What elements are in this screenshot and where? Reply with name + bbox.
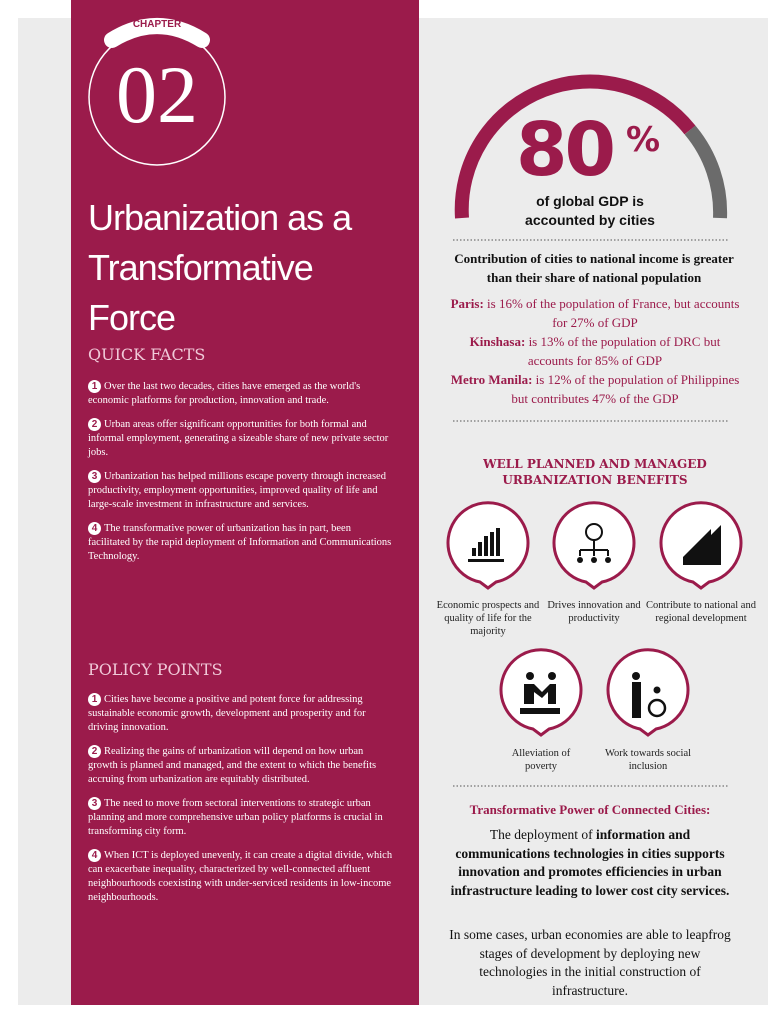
gauge-rest — [684, 125, 728, 219]
example-text: is 12% of the population of Philippines … — [511, 372, 740, 406]
connected-body: In some cases, urban economies are able … — [449, 927, 731, 998]
item-number: 2 — [88, 745, 101, 758]
section-heading: POLICY POINTS — [88, 660, 223, 679]
benefit-label: Alleviation of poverty — [511, 748, 571, 772]
dividers — [453, 239, 728, 787]
list-item: 1 Over the last two decades, cities have … — [88, 380, 393, 408]
example: Kinshasa: is 13% of the population of DR… — [450, 332, 740, 370]
chapter-number: 02 — [116, 49, 198, 140]
chapter-label: CHAPTER — [132, 19, 182, 30]
item-number: 3 — [88, 797, 101, 810]
lead-bold: information and communications technolog… — [450, 827, 730, 898]
lead-plain: The deployment of — [489, 827, 593, 842]
icons — [468, 523, 721, 718]
item-number: 1 — [88, 693, 101, 706]
gdp-caption: of global GDP is accounted by cities — [525, 193, 655, 228]
example-city: Paris: — [450, 296, 484, 311]
title-line: Urbanization as a — [88, 197, 352, 238]
example-text: is 16% of the population of France, but … — [487, 296, 740, 330]
list-item: 3 Urbanization has helped millions escape… — [88, 470, 393, 512]
list-item: 4 The transformative power of urbanizatio… — [88, 522, 393, 564]
list-item: 3 The need to move from sectoral interven… — [88, 797, 393, 839]
example-city: Kinshasa: — [469, 334, 526, 349]
benefits-heading: WELL PLANNED AND MANAGED URBANIZATION BE… — [483, 457, 707, 487]
contribution-heading: Contribution of cities to national incom… — [454, 251, 734, 285]
title-line: Transformative Force — [88, 247, 314, 338]
item-number: 4 — [88, 522, 101, 535]
example-city: Metro Manila: — [450, 372, 533, 387]
item-number: 3 — [88, 470, 101, 483]
connected-lead: The deployment of information and commun… — [445, 826, 735, 900]
item-number: 2 — [88, 418, 101, 431]
benefit-label: Contribute to national and regional deve… — [646, 600, 756, 624]
item-text: Cities have become a positive and potent… — [88, 694, 366, 733]
gauge-arc — [454, 74, 696, 219]
item-number: 4 — [88, 849, 101, 862]
item-text: Realizing the gains of urbanization will… — [88, 746, 377, 785]
item-text: The need to move from sectoral intervent… — [88, 798, 383, 837]
example: Paris: is 16% of the population of Franc… — [450, 294, 740, 332]
side-panel — [71, 0, 419, 1005]
list-item: 2 Urban areas offer significant opportuni… — [88, 418, 393, 460]
gdp-value: 80 — [516, 107, 616, 193]
quick-facts: 1 Over the last two decades, cities have … — [88, 380, 393, 574]
item-text: Urban areas offer significant opportunit… — [88, 419, 389, 458]
list-item: 2 Realizing the gains of urbanization wil… — [88, 745, 393, 787]
examples: Paris: is 16% of the population of Franc… — [450, 294, 740, 408]
connected-heading: Transformative Power of Connected Cities… — [469, 802, 711, 817]
example: Metro Manila: is 12% of the population o… — [450, 370, 740, 408]
example-text: is 13% of the population of DRC but acco… — [527, 334, 721, 368]
section-heading: QUICK FACTS — [88, 345, 206, 364]
gdp-unit: % — [626, 120, 661, 160]
benefit-label: Work towards social inclusion — [604, 748, 692, 772]
item-text: Urbanization has helped millions escape … — [88, 471, 386, 510]
policy-points: 1 Cities have become a positive and poten… — [88, 693, 393, 915]
benefit-label: Economic prospects and quality of life f… — [436, 600, 540, 637]
list-item: 4 When ICT is deployed unevenly, it can c… — [88, 849, 393, 905]
item-number: 1 — [88, 380, 101, 393]
title: Urbanization as a Transformative Force — [88, 193, 408, 343]
item-text: Over the last two decades, cities have e… — [88, 381, 361, 406]
list-item: 1 Cities have become a positive and poten… — [88, 693, 393, 735]
item-text: When ICT is deployed unevenly, it can cr… — [88, 850, 393, 903]
item-text: The transformative power of urbanization… — [88, 523, 392, 562]
benefit-label: Drives innovation and productivity — [547, 600, 641, 624]
chapter-banner — [104, 18, 210, 48]
